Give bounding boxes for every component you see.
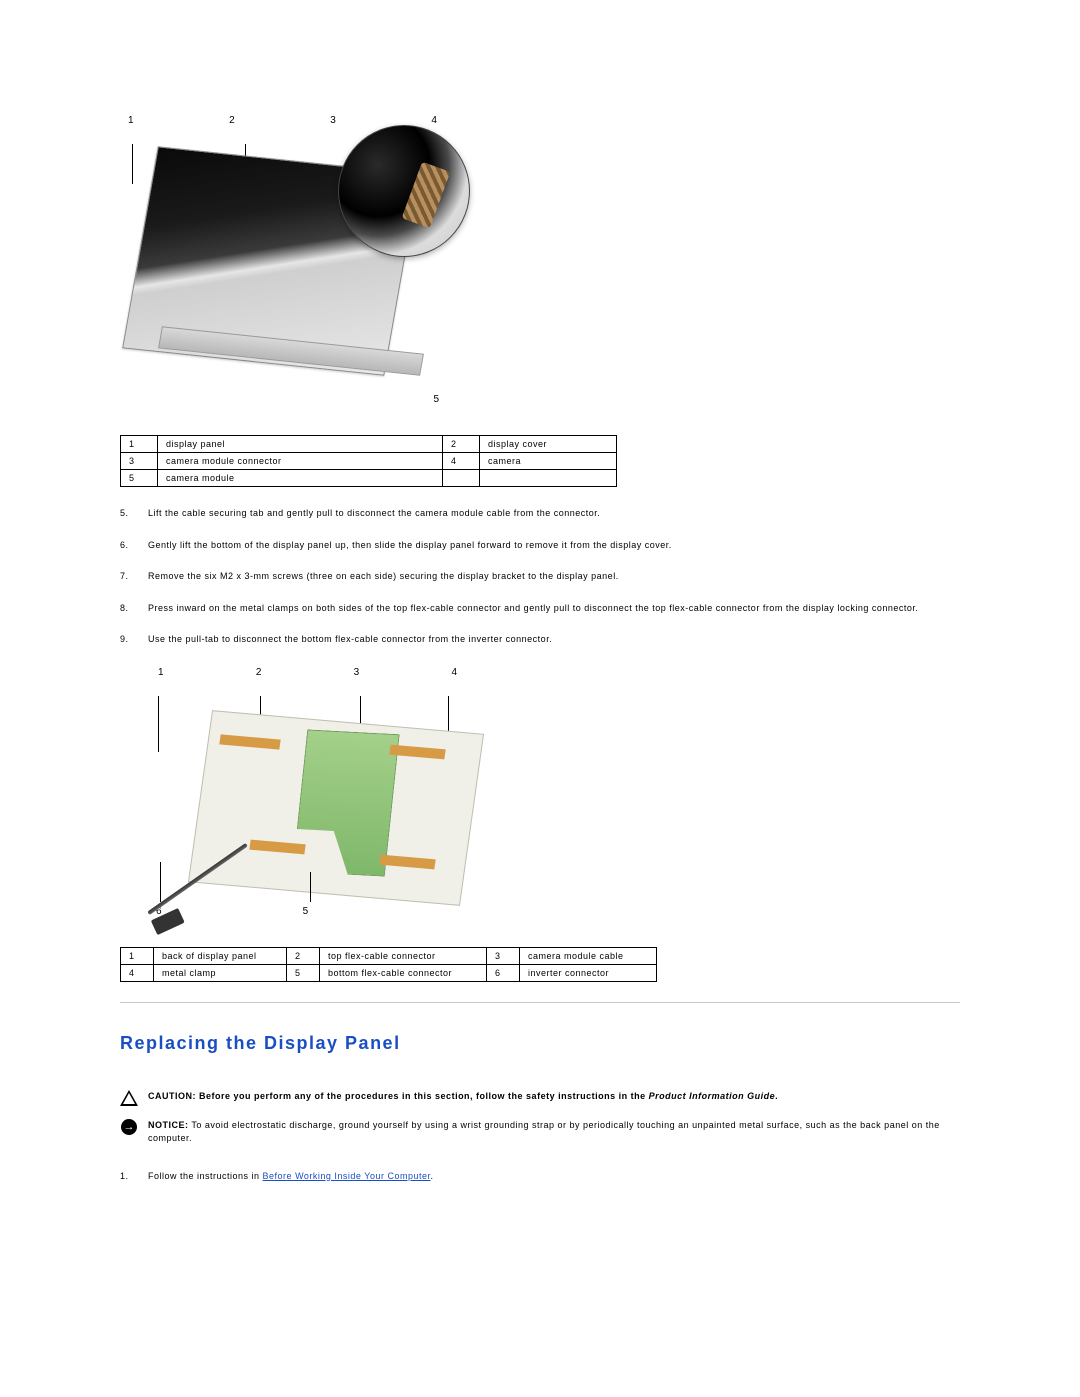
section-divider	[120, 1002, 960, 1003]
legend-num: 1	[121, 947, 154, 964]
callout-num: 3	[330, 115, 337, 126]
step-number: 9.	[120, 633, 129, 647]
page: 1 2 3 4 5 1 display panel 2 display cove…	[0, 0, 1080, 1263]
figure-back-panel: 1 2 3 4 6 5	[120, 667, 960, 917]
figure2-graphic	[150, 682, 470, 902]
caution-alert: CAUTION: Before you perform any of the p…	[120, 1090, 960, 1107]
figure2-top-callouts: 1 2 3 4	[150, 667, 466, 682]
step-text: Press inward on the metal clamps on both…	[148, 603, 918, 613]
callout-num: 4	[431, 115, 438, 126]
legend-label: display panel	[158, 436, 443, 453]
legend-num: 6	[487, 964, 520, 981]
notice-body: To avoid electrostatic discharge, ground…	[148, 1120, 940, 1144]
legend-num: 5	[121, 470, 158, 487]
step-number: 1.	[120, 1170, 129, 1184]
callout-num: 2	[256, 667, 263, 678]
legend-num: 2	[287, 947, 320, 964]
notice-alert: → NOTICE: To avoid electrostatic dischar…	[120, 1119, 960, 1146]
figure1-graphic	[120, 130, 440, 390]
callout-num: 5	[303, 906, 310, 917]
step-item: 5. Lift the cable securing tab and gently…	[120, 507, 960, 521]
caution-label: CAUTION:	[148, 1091, 196, 1101]
caution-text: CAUTION: Before you perform any of the p…	[148, 1090, 778, 1104]
figure-display-panel: 1 2 3 4 5	[120, 115, 960, 405]
step-text: Remove the six M2 x 3-mm screws (three o…	[148, 571, 619, 581]
steps-list-b: 1. Follow the instructions in Before Wor…	[120, 1170, 960, 1184]
notice-icon: →	[120, 1118, 138, 1136]
table-row: 3 camera module connector 4 camera	[121, 453, 617, 470]
legend-num: 1	[121, 436, 158, 453]
figure2-legend-table: 1 back of display panel 2 top flex-cable…	[120, 947, 657, 982]
legend-num: 2	[443, 436, 480, 453]
callout-num: 1	[158, 667, 165, 678]
step-number: 5.	[120, 507, 129, 521]
figure1-legend-table: 1 display panel 2 display cover 3 camera…	[120, 435, 617, 487]
callout-num: 2	[229, 115, 236, 126]
table-row: 5 camera module	[121, 470, 617, 487]
legend-label: camera module	[158, 470, 443, 487]
callout-num: 1	[128, 115, 135, 126]
step-after: .	[430, 1171, 433, 1181]
section-heading: Replacing the Display Panel	[120, 1033, 960, 1054]
steps-list-a: 5. Lift the cable securing tab and gently…	[120, 507, 960, 647]
callout-num: 4	[451, 667, 458, 678]
step-text: Gently lift the bottom of the display pa…	[148, 540, 672, 550]
caution-em: Product Information Guide	[649, 1091, 776, 1101]
legend-num: 3	[121, 453, 158, 470]
step-number: 7.	[120, 570, 129, 584]
legend-num	[443, 470, 480, 487]
table-row: 1 back of display panel 2 top flex-cable…	[121, 947, 657, 964]
figure1-bottom-callouts: 5	[120, 390, 458, 405]
callout-num: 3	[354, 667, 361, 678]
table-row: 4 metal clamp 5 bottom flex-cable connec…	[121, 964, 657, 981]
caution-after: .	[775, 1091, 778, 1101]
step-item: 9. Use the pull-tab to disconnect the bot…	[120, 633, 960, 647]
legend-label: metal clamp	[154, 964, 287, 981]
step-item: 1. Follow the instructions in Before Wor…	[120, 1170, 960, 1184]
step-prefix: Follow the instructions in	[148, 1171, 263, 1181]
legend-num: 4	[443, 453, 480, 470]
step-item: 7. Remove the six M2 x 3-mm screws (three…	[120, 570, 960, 584]
legend-num: 3	[487, 947, 520, 964]
callout-num: 5	[433, 394, 440, 405]
notice-text: NOTICE: To avoid electrostatic discharge…	[148, 1119, 960, 1146]
legend-label: inverter connector	[520, 964, 657, 981]
step-text: Lift the cable securing tab and gently p…	[148, 508, 600, 518]
before-working-link[interactable]: Before Working Inside Your Computer	[263, 1171, 431, 1181]
step-number: 6.	[120, 539, 129, 553]
legend-num: 5	[287, 964, 320, 981]
table-row: 1 display panel 2 display cover	[121, 436, 617, 453]
legend-label: camera	[480, 453, 617, 470]
legend-label	[480, 470, 617, 487]
caution-icon	[120, 1089, 138, 1107]
legend-label: bottom flex-cable connector	[320, 964, 487, 981]
legend-label: camera module cable	[520, 947, 657, 964]
step-number: 8.	[120, 602, 129, 616]
legend-label: camera module connector	[158, 453, 443, 470]
legend-label: display cover	[480, 436, 617, 453]
legend-label: back of display panel	[154, 947, 287, 964]
step-item: 8. Press inward on the metal clamps on bo…	[120, 602, 960, 616]
step-item: 6. Gently lift the bottom of the display …	[120, 539, 960, 553]
legend-num: 4	[121, 964, 154, 981]
step-text: Use the pull-tab to disconnect the botto…	[148, 634, 552, 644]
notice-label: NOTICE:	[148, 1120, 189, 1130]
caution-body: Before you perform any of the procedures…	[199, 1091, 649, 1101]
legend-label: top flex-cable connector	[320, 947, 487, 964]
